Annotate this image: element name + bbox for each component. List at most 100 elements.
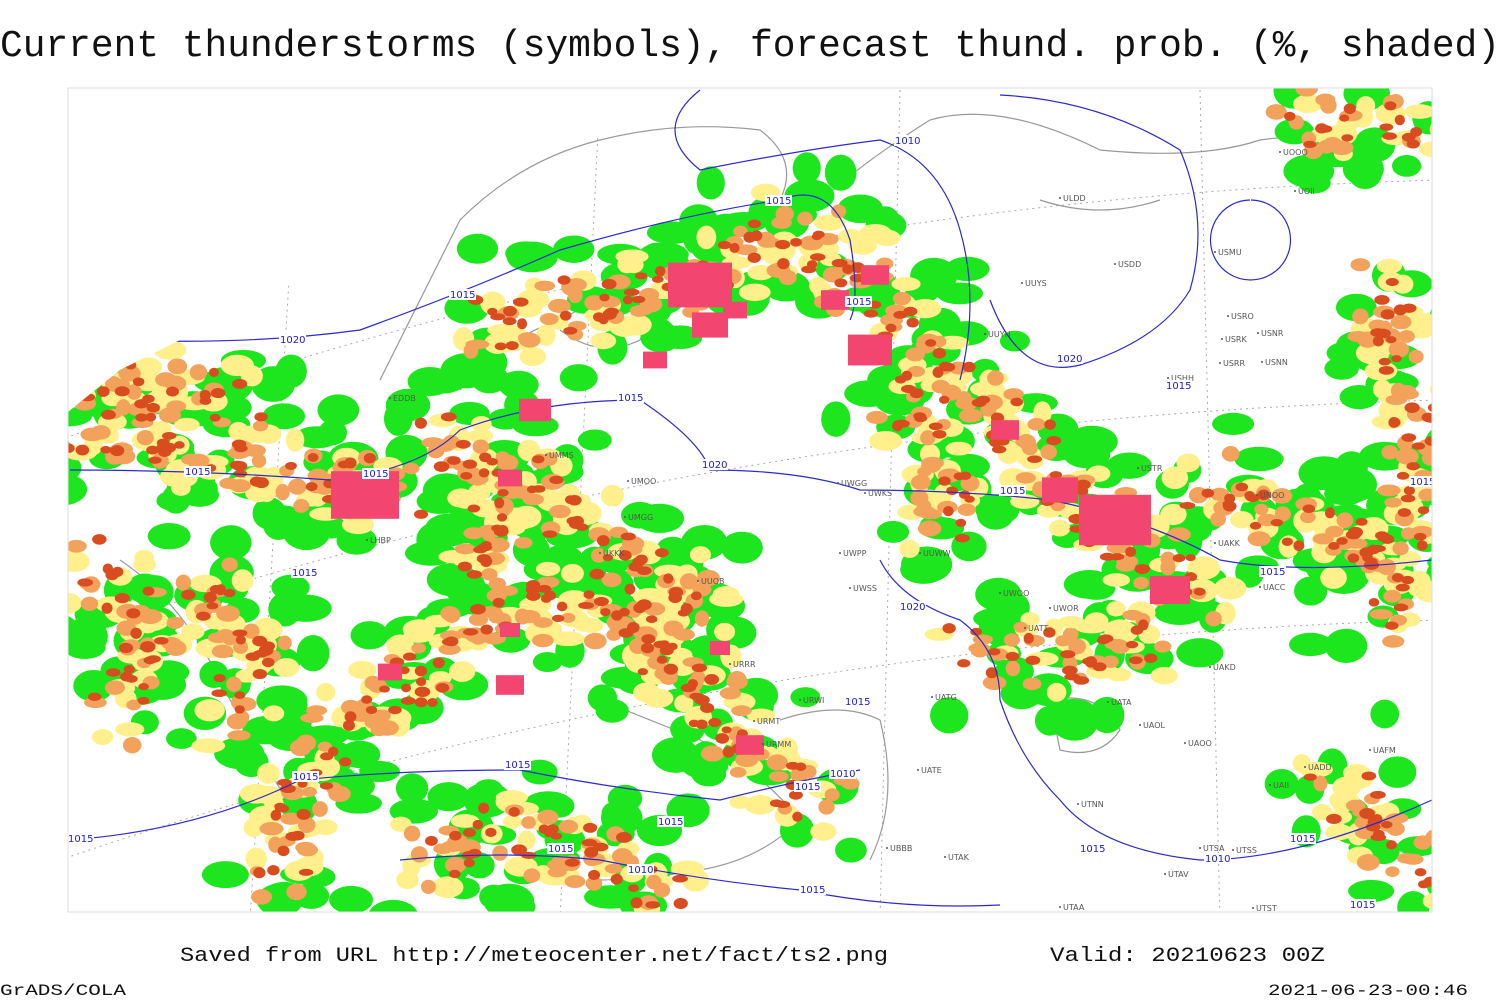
shading-cell [251, 453, 267, 468]
station-dot [1294, 190, 1296, 192]
station-dot [729, 663, 731, 665]
shading-cell [653, 882, 671, 898]
shading-cell [68, 406, 92, 427]
shading-cell [253, 867, 266, 879]
shading-cell [254, 412, 268, 422]
station-dot [931, 696, 933, 698]
shading-cell [100, 445, 112, 454]
shading-cell [537, 584, 552, 593]
shading-cell [312, 819, 338, 836]
shading-cell [245, 652, 261, 661]
station-label: UAFM [1373, 746, 1396, 755]
shading-cell [785, 761, 800, 770]
shading-cell [427, 697, 438, 708]
shading-cell [1324, 628, 1368, 663]
shading-cell [1339, 114, 1350, 122]
shading-cell [1046, 435, 1062, 446]
isobar-label: 1010 [1205, 854, 1230, 865]
station-label: UUYS [1025, 279, 1047, 288]
shading-cell [624, 583, 636, 595]
shading-cell [483, 883, 535, 912]
station-label: URMT [757, 717, 780, 726]
shading-cell [1361, 771, 1377, 781]
shading-cell [1380, 309, 1395, 320]
shading-cell [481, 568, 498, 581]
station-dot [366, 539, 368, 541]
isobar-label: 1015 [293, 772, 318, 783]
shading-cell [735, 752, 759, 768]
shading-cell [559, 364, 598, 392]
shading-cell [1402, 853, 1424, 865]
shading-cell [102, 563, 114, 575]
shading-cell [1356, 96, 1376, 115]
station-label: EDDB [393, 394, 416, 403]
storm-symbol [861, 265, 889, 285]
shading-cell [441, 638, 456, 646]
shading-cell [842, 264, 854, 274]
storm-symbol [821, 290, 849, 310]
shading-cell [548, 298, 571, 313]
shading-cell [277, 845, 290, 857]
isobar-label: 1015 [1166, 381, 1191, 392]
shading-cell [344, 711, 357, 723]
shading-cell [494, 342, 507, 351]
isobar-label-bg [449, 289, 476, 300]
shading-cell [478, 468, 490, 478]
shading-cell [601, 572, 622, 588]
shading-cell [1414, 868, 1427, 877]
shading-cell [957, 659, 971, 668]
shading-cell [637, 668, 648, 676]
shading-cell [1003, 388, 1024, 401]
shading-cell [1133, 576, 1149, 590]
shading-cell [534, 280, 556, 292]
shading-cell [256, 505, 306, 527]
shading-cell [901, 384, 917, 394]
shading-cell [480, 624, 493, 635]
shading-cell [147, 522, 191, 550]
shading-cell [488, 577, 506, 591]
shading-cell [556, 601, 568, 612]
shading-cell [166, 386, 179, 397]
shading-cell [400, 696, 416, 705]
shading-cell [161, 432, 177, 440]
shading-cell [985, 667, 998, 679]
shading-cell [467, 428, 494, 444]
shading-cell [487, 323, 522, 337]
isobar-label-bg [1056, 353, 1083, 364]
station-label: UACC [1263, 583, 1286, 592]
shading-cell [186, 453, 210, 469]
shading-cell [174, 441, 185, 449]
shading-cell [672, 874, 688, 883]
storm-symbol [378, 663, 402, 681]
shading-cell [709, 591, 744, 607]
shading-cell [508, 807, 520, 817]
shading-cell [480, 291, 506, 315]
shading-cell [824, 154, 857, 191]
shading-cell [1271, 488, 1293, 504]
storm-symbol [692, 312, 728, 338]
shading-cell [1098, 634, 1114, 643]
shading-cell [1384, 497, 1402, 508]
shading-cell [543, 826, 554, 838]
shading-cell [1040, 444, 1057, 460]
shading-cell [1418, 141, 1432, 158]
station-label: USRK [1225, 335, 1247, 344]
station-dot [1021, 282, 1023, 284]
shading-cell [1022, 677, 1042, 691]
shading-cell [1385, 336, 1397, 344]
station-dot [389, 397, 391, 399]
shading-cell [252, 668, 268, 680]
shading-cell [181, 623, 205, 640]
shading-cell [1121, 555, 1139, 567]
shading-cell [633, 682, 661, 703]
station-label: UMGG [628, 513, 653, 522]
shading-cell [427, 445, 445, 459]
shading-cell [1293, 540, 1305, 552]
shading-cell [1125, 546, 1137, 557]
shading-cell [1320, 566, 1347, 589]
storm-symbol [710, 641, 730, 655]
station-label: UUWW [923, 549, 951, 558]
shading-cell [1416, 540, 1428, 551]
station-label: USMU [1218, 248, 1242, 257]
isobar-label: 1020 [702, 460, 727, 471]
